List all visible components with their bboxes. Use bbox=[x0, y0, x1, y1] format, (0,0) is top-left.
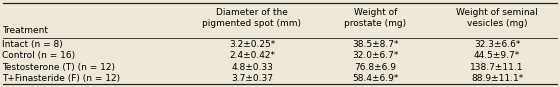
Text: Testosterone (T) (n = 12): Testosterone (T) (n = 12) bbox=[2, 63, 115, 72]
Text: 32.3±6.6*: 32.3±6.6* bbox=[474, 40, 520, 49]
Text: 3.7±0.37: 3.7±0.37 bbox=[231, 74, 273, 83]
Text: Control (n = 16): Control (n = 16) bbox=[2, 51, 76, 60]
Text: 38.5±8.7*: 38.5±8.7* bbox=[352, 40, 399, 49]
Text: 4.8±0.33: 4.8±0.33 bbox=[231, 63, 273, 72]
Text: Weight of
prostate (mg): Weight of prostate (mg) bbox=[344, 8, 406, 28]
Text: Diameter of the
pigmented spot (mm): Diameter of the pigmented spot (mm) bbox=[203, 8, 301, 28]
Text: 138.7±11.1: 138.7±11.1 bbox=[470, 63, 524, 72]
Text: 88.9±11.1*: 88.9±11.1* bbox=[471, 74, 523, 83]
Text: 32.0±6.7*: 32.0±6.7* bbox=[352, 51, 398, 60]
Text: Intact (n = 8): Intact (n = 8) bbox=[2, 40, 63, 49]
Text: Treatment: Treatment bbox=[2, 26, 48, 35]
Text: Weight of seminal
vesicles (mg): Weight of seminal vesicles (mg) bbox=[456, 8, 538, 28]
Text: 3.2±0.25*: 3.2±0.25* bbox=[229, 40, 275, 49]
Text: 44.5±9.7*: 44.5±9.7* bbox=[474, 51, 520, 60]
Text: 76.8±6.9: 76.8±6.9 bbox=[354, 63, 396, 72]
Text: 58.4±6.9*: 58.4±6.9* bbox=[352, 74, 398, 83]
Text: 2.4±0.42*: 2.4±0.42* bbox=[229, 51, 275, 60]
Text: T+Finasteride (F) (n = 12): T+Finasteride (F) (n = 12) bbox=[2, 74, 120, 83]
